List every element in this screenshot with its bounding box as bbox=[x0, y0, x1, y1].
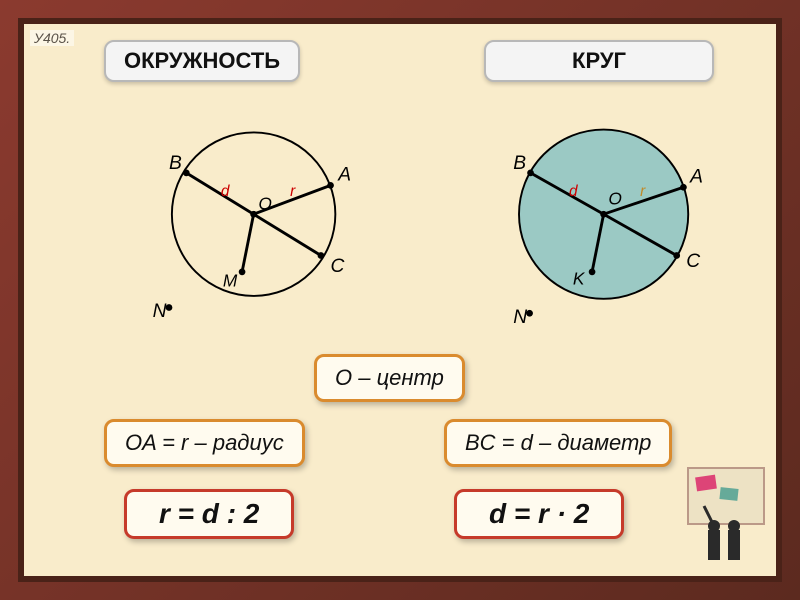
label-b: B bbox=[169, 153, 182, 174]
label-c: C bbox=[686, 251, 700, 272]
label-o: O bbox=[258, 193, 271, 213]
label-o: O bbox=[608, 189, 621, 209]
outer-frame: У405. ОКРУЖНОСТЬ КРУГ bbox=[0, 0, 800, 600]
box-center: O – центр bbox=[314, 354, 465, 402]
diagram-disk: O A B C K N d r bbox=[444, 94, 744, 344]
box-radius: OA = r – радиус bbox=[104, 419, 305, 467]
label-d: d bbox=[569, 183, 578, 200]
label-r: r bbox=[640, 183, 646, 200]
label-a: A bbox=[689, 166, 703, 187]
label-c: C bbox=[331, 256, 345, 277]
slide-canvas: У405. ОКРУЖНОСТЬ КРУГ bbox=[24, 24, 776, 576]
people-illustration-icon bbox=[686, 466, 766, 566]
label-b: B bbox=[513, 153, 526, 174]
header-circumference: ОКРУЖНОСТЬ bbox=[104, 40, 300, 82]
label-k: K bbox=[573, 268, 586, 288]
header-disk: КРУГ bbox=[484, 40, 714, 82]
label-d: d bbox=[221, 183, 230, 200]
corner-label: У405. bbox=[30, 30, 74, 46]
inner-frame: У405. ОКРУЖНОСТЬ КРУГ bbox=[18, 18, 782, 582]
label-n: N bbox=[153, 301, 167, 322]
box-formula-r: r = d : 2 bbox=[124, 489, 294, 539]
diagram-circumference: O A B C M N d r bbox=[94, 94, 394, 344]
box-diameter: BC = d – диаметр bbox=[444, 419, 672, 467]
box-formula-d: d = r · 2 bbox=[454, 489, 624, 539]
label-m: M bbox=[223, 270, 238, 290]
label-r: r bbox=[290, 183, 296, 200]
label-a: A bbox=[337, 165, 351, 186]
label-n: N bbox=[513, 307, 527, 328]
